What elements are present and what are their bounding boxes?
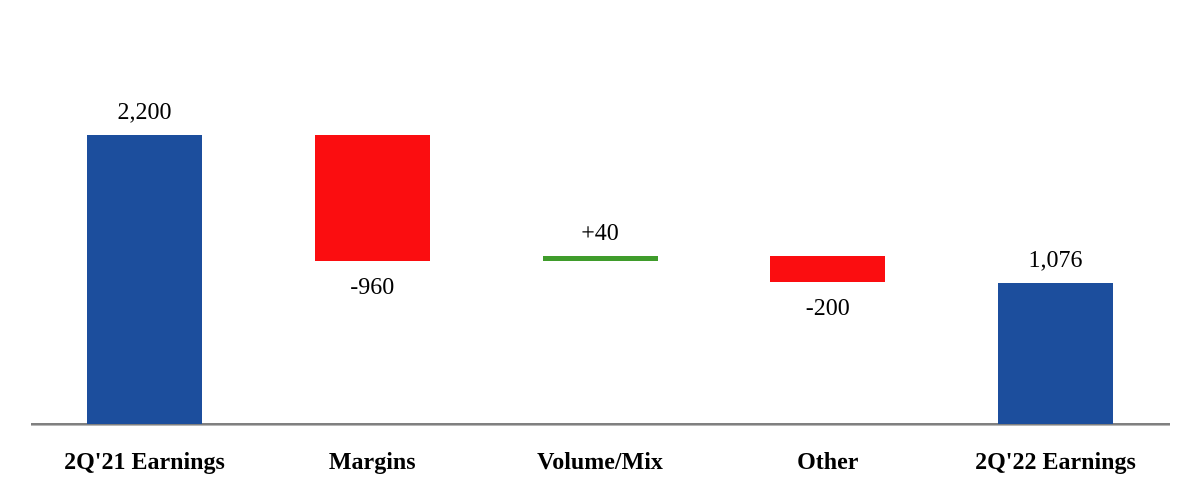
value-label-2q-22-earnings: 1,076 [1028, 246, 1083, 273]
x-axis-line [31, 423, 1170, 426]
category-label-volume-mix: Volume/Mix [537, 449, 663, 475]
value-label-volume-mix: +40 [581, 219, 619, 246]
bar-margins [314, 135, 430, 262]
category-label-other: Other [797, 449, 859, 475]
bar-volume-mix [542, 255, 658, 262]
bar-2q-21-earnings [87, 135, 202, 424]
category-label-margins: Margins [328, 449, 416, 475]
category-label-2q-21-earnings: 2Q'21 Earnings [64, 449, 225, 475]
value-label-margins: -960 [350, 274, 395, 301]
category-label-2q-22-earnings: 2Q'22 Earnings [975, 449, 1136, 475]
value-label-other: -200 [805, 295, 850, 322]
bar-2q-22-earnings [998, 282, 1113, 424]
value-label-2q-21-earnings: 2,200 [117, 99, 172, 125]
bar-other [770, 255, 886, 283]
